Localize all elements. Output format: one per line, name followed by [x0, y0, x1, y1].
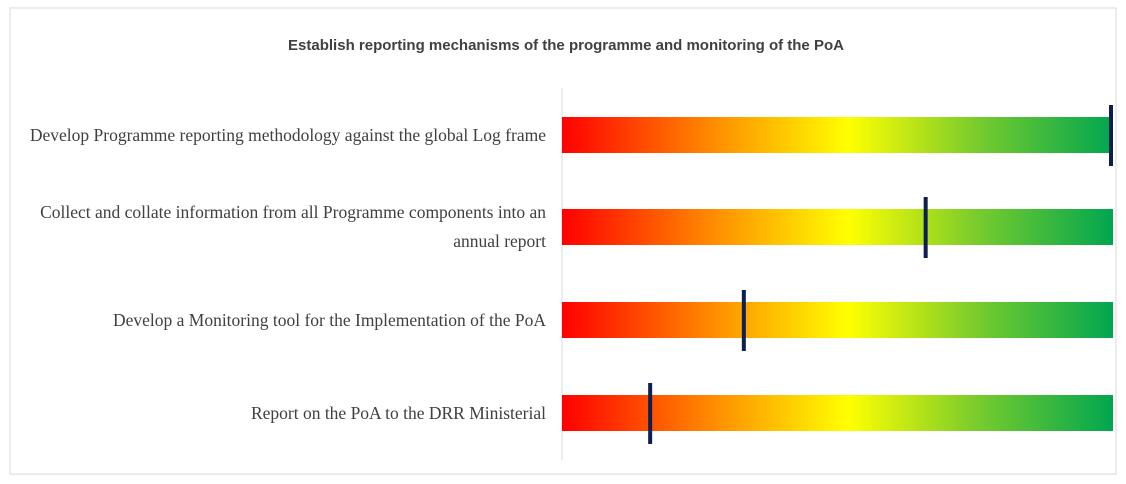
gradient-track: [562, 395, 1113, 431]
progress-marker: [923, 197, 928, 258]
progress-marker: [1109, 105, 1113, 166]
gradient-track: [562, 117, 1113, 153]
gradient-track: [562, 302, 1113, 338]
frame-border: [9, 7, 1117, 475]
category-label: Develop a Monitoring tool for the Implem…: [112, 309, 546, 330]
progress-marker: [648, 383, 653, 444]
category-label: Develop Programme reporting methodology …: [29, 124, 546, 145]
chart-title: Establish reporting mechanisms of the pr…: [288, 37, 844, 54]
gradient-track: [562, 209, 1113, 245]
category-label: Collect and collate information from all…: [40, 202, 546, 251]
progress-marker: [741, 290, 746, 351]
category-label: Report on the PoA to the DRR Ministerial: [250, 402, 546, 423]
